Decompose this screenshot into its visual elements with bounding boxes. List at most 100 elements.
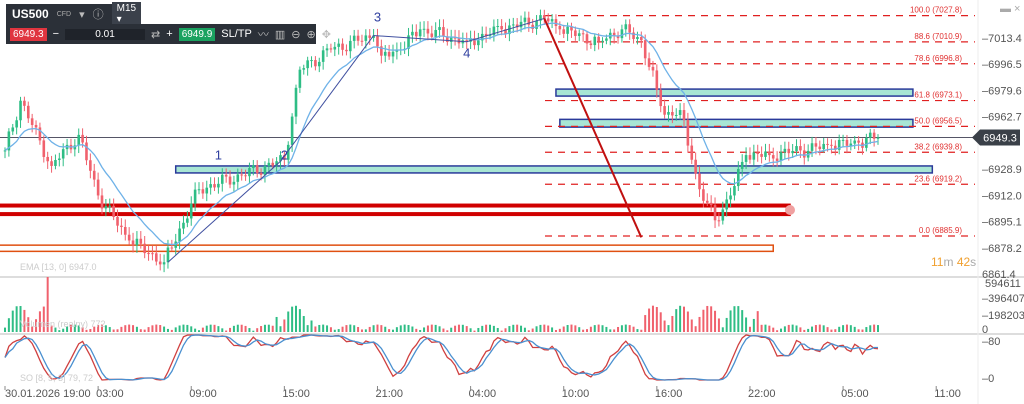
price-axis-label: –6996.5 <box>982 59 1022 71</box>
candle-body <box>612 32 616 36</box>
candle-body <box>791 150 794 154</box>
wave-label: 1 <box>215 148 222 163</box>
window-controls-icon: ▬ × <box>1000 3 1020 15</box>
so-axis-label: –80 <box>982 336 1000 348</box>
volume-bar <box>322 324 325 332</box>
candles-icon[interactable]: ▥ <box>274 28 286 41</box>
volume-bar <box>244 325 247 332</box>
buy-button[interactable]: 6949.9 <box>178 27 216 41</box>
volume-bar <box>194 328 197 332</box>
volume-bar <box>302 316 305 332</box>
current-price-tag <box>972 129 1020 146</box>
candle-body <box>236 174 240 182</box>
volume-bar <box>450 327 453 332</box>
volume-bar <box>818 324 821 332</box>
volume-bar <box>861 329 864 332</box>
candle-body <box>341 43 344 50</box>
volume-indicator-label: Volumen (realny) 772 <box>20 319 106 329</box>
volume-bar <box>721 327 724 332</box>
candle-body <box>286 144 290 160</box>
time-axis-label: 10:00 <box>562 388 590 400</box>
sltp-button[interactable]: SL/TP <box>221 28 252 40</box>
symbol-selector[interactable]: US500 <box>12 7 49 21</box>
quantity-decrease-button[interactable]: − <box>52 28 60 40</box>
zoom-out-icon[interactable]: ⊖ <box>291 28 301 41</box>
candle-body <box>737 168 740 187</box>
volume-bar <box>423 327 426 332</box>
candle-body <box>333 46 337 50</box>
candle-body <box>446 36 449 42</box>
candle-body <box>38 127 42 141</box>
quantity-input[interactable]: 0.01 <box>65 28 146 40</box>
volume-bar <box>38 311 41 332</box>
volume-bar <box>19 306 22 332</box>
candle-body <box>810 143 814 151</box>
volume-bar <box>419 329 422 332</box>
volume-bar <box>737 306 740 332</box>
fib-level-label: 100.0 (7027.8) <box>910 6 962 15</box>
volume-bar <box>221 328 224 332</box>
volume-bar <box>659 312 662 332</box>
volume-bar <box>873 324 876 332</box>
volume-bar <box>582 329 585 332</box>
volume-bar <box>811 326 814 332</box>
volume-bar <box>512 324 515 332</box>
candle-body <box>484 33 488 37</box>
candle-body <box>449 37 453 42</box>
zone-teal <box>174 165 934 174</box>
candle-body <box>426 28 430 34</box>
candle-body <box>667 112 670 115</box>
quantity-increase-button[interactable]: + <box>166 28 173 40</box>
candle-body <box>283 155 286 160</box>
price-axis-label: –6962.7 <box>982 112 1022 124</box>
candle-body <box>802 150 806 158</box>
info-icon[interactable]: ⓘ <box>92 9 104 21</box>
volume-bar <box>457 324 460 332</box>
move-icon[interactable]: ✥ <box>321 28 331 41</box>
volume-bar <box>298 309 301 332</box>
volume-bar <box>232 325 235 332</box>
candle-body <box>306 60 309 69</box>
zoom-in-icon[interactable]: ⊕ <box>306 28 316 41</box>
candle-body <box>220 174 224 184</box>
fib-level-label: 88.6 (7010.9) <box>914 32 962 41</box>
candle-body <box>244 175 247 177</box>
zone-orange <box>0 244 774 253</box>
current-price-label: 6949.3 <box>983 133 1017 145</box>
sell-button[interactable]: 6949.3 <box>10 27 47 41</box>
swap-icon[interactable]: ⇄ <box>151 28 161 41</box>
chevron-down-icon[interactable]: ▾ <box>79 8 85 21</box>
timeframe-label: M15 <box>116 3 137 14</box>
candle-body <box>488 35 492 37</box>
volume-bar <box>415 328 418 332</box>
price-axis-label: 6861.4 <box>982 269 1016 281</box>
timeframe-selector[interactable]: M15 ▾ <box>111 2 142 26</box>
candle-body <box>23 100 26 106</box>
line-chart-icon[interactable]: 〰 <box>257 29 269 41</box>
volume-bar <box>73 324 76 332</box>
candle-body <box>30 118 34 125</box>
volume-bar <box>186 324 189 332</box>
candle-body <box>252 165 255 169</box>
volume-bar <box>143 329 146 332</box>
volume-bar <box>523 327 526 332</box>
stochastic-d-line <box>4 334 879 381</box>
candle-body <box>787 148 791 154</box>
zone-teal <box>559 118 914 128</box>
candle-body <box>170 247 174 249</box>
candle-body <box>61 149 65 159</box>
candle-body <box>298 69 302 88</box>
volume-bar <box>578 327 581 332</box>
volume-bar <box>609 329 612 332</box>
volume-bar <box>124 325 127 332</box>
candle-body <box>380 46 383 56</box>
volume-bar <box>326 325 329 332</box>
volume-bar <box>15 306 18 332</box>
candle-body <box>841 139 845 141</box>
volume-bar <box>287 311 290 332</box>
volume-bar <box>733 306 736 332</box>
volume-bar <box>772 327 775 332</box>
volume-bar <box>104 325 107 332</box>
volume-bar <box>58 330 61 332</box>
